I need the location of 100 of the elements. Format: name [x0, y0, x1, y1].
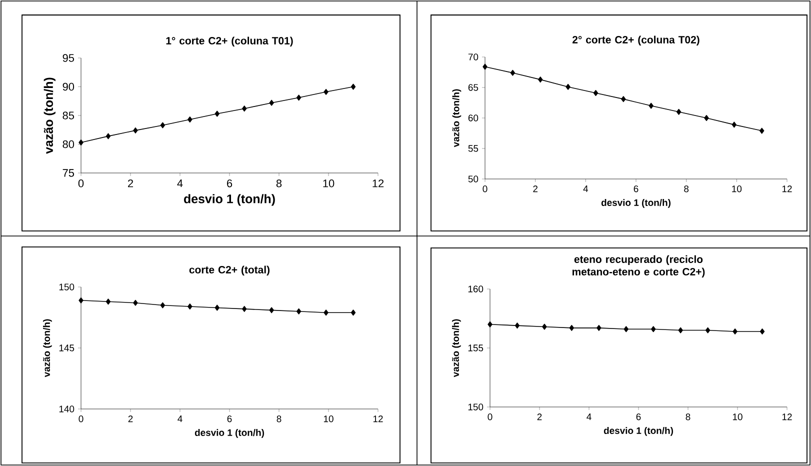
- x-tick-label: 10: [732, 186, 742, 192]
- point: [242, 106, 247, 112]
- point: [269, 307, 274, 314]
- point: [542, 324, 547, 330]
- point: [566, 84, 570, 90]
- chart-title: corte C2+ (total): [189, 266, 270, 276]
- point: [160, 122, 166, 128]
- x-tick-label: 0: [482, 186, 488, 192]
- x-tick-label: 6: [227, 180, 232, 188]
- point: [593, 90, 598, 96]
- y-tick-label: 85: [62, 112, 74, 120]
- point: [296, 308, 302, 314]
- y-tick-label: 90: [62, 82, 74, 91]
- point: [106, 298, 111, 305]
- point: [133, 127, 138, 134]
- x-axis-title: desvio 1 (ton/h): [604, 427, 674, 436]
- x-tick-label: 4: [586, 414, 592, 420]
- y-tick-label: 140: [59, 406, 74, 412]
- point: [482, 64, 488, 70]
- x-tick-label: 10: [324, 416, 334, 422]
- point: [760, 328, 765, 334]
- chart-title: eteno recuperado (reciclo metano-eteno e corte C2+): [572, 255, 705, 278]
- point: [538, 76, 543, 83]
- point: [651, 326, 656, 332]
- point: [676, 108, 682, 115]
- x-tick-label: 8: [684, 186, 689, 192]
- y-tick-label: 150: [468, 404, 484, 410]
- point: [324, 88, 328, 95]
- x-tick-label: 4: [177, 180, 183, 188]
- x-tick-label: 12: [372, 180, 384, 188]
- point: [350, 84, 356, 90]
- point: [621, 96, 626, 102]
- x-tick-label: 6: [634, 186, 638, 192]
- x-tick-label: 0: [78, 416, 84, 422]
- point: [596, 324, 602, 331]
- y-tick-label: 70: [468, 54, 478, 60]
- x-tick-label: 2: [128, 416, 133, 422]
- x-axis-title: desvio 1 (ton/h): [194, 429, 264, 438]
- x-tick-label: 2: [537, 414, 542, 420]
- x-tick-label: 10: [323, 180, 334, 188]
- chart-title: 2° corte C2+ (coluna T02): [572, 36, 700, 46]
- y-axis-title: vazão (ton/h): [452, 89, 462, 148]
- x-tick-label: 8: [276, 180, 282, 188]
- x-tick-label: 4: [178, 416, 182, 422]
- y-tick-label: 160: [468, 286, 484, 292]
- x-tick-label: 0: [78, 180, 84, 188]
- point: [510, 70, 516, 76]
- point: [732, 328, 738, 334]
- x-tick-label: 4: [583, 186, 588, 192]
- point: [705, 327, 710, 334]
- point: [269, 100, 274, 106]
- x-axis-title: desvio 1 (ton/h): [601, 199, 671, 208]
- point: [78, 297, 84, 304]
- y-axis-title: vazão (ton/h): [43, 319, 52, 378]
- y-tick-label: 50: [468, 176, 478, 182]
- point: [624, 326, 628, 332]
- point: [160, 302, 166, 308]
- point: [78, 140, 84, 146]
- point: [188, 116, 192, 123]
- x-tick-label: 8: [276, 416, 282, 422]
- y-tick-label: 155: [468, 344, 484, 352]
- point: [296, 94, 302, 101]
- point: [569, 324, 574, 331]
- x-axis-title: desvio 1 (ton/h): [184, 194, 275, 206]
- y-tick-label: 65: [468, 84, 478, 91]
- y-tick-label: 80: [62, 140, 74, 148]
- y-tick-label: 95: [62, 54, 74, 62]
- point: [759, 128, 764, 134]
- chart-title: 1° corte C2+ (coluna T01): [166, 36, 293, 46]
- point: [106, 133, 111, 140]
- y-tick-label: 150: [59, 284, 74, 290]
- x-tick-label: 6: [636, 414, 641, 420]
- y-axis-title: vazão (ton/h): [44, 78, 56, 154]
- y-axis-title: vazão (ton/h): [452, 319, 461, 378]
- y-tick-label: 145: [59, 344, 74, 352]
- point: [214, 110, 220, 117]
- point: [488, 321, 492, 328]
- x-tick-label: 12: [782, 186, 792, 192]
- y-tick-label: 60: [468, 114, 478, 122]
- point: [133, 300, 138, 306]
- x-tick-label: 2: [128, 180, 134, 188]
- point: [350, 310, 356, 316]
- x-tick-label: 10: [732, 414, 742, 420]
- point: [704, 114, 709, 121]
- point: [324, 310, 328, 316]
- point: [648, 102, 654, 109]
- y-tick-label: 55: [468, 145, 478, 152]
- point: [214, 304, 220, 311]
- point: [514, 322, 520, 329]
- point: [732, 122, 737, 128]
- x-tick-label: 12: [782, 414, 792, 420]
- point: [678, 327, 683, 334]
- x-tick-label: 8: [686, 414, 690, 420]
- x-tick-label: 12: [373, 416, 383, 422]
- x-tick-label: 2: [533, 186, 538, 192]
- point: [242, 306, 247, 312]
- point: [188, 304, 192, 310]
- x-tick-label: 6: [227, 416, 232, 422]
- x-tick-label: 0: [488, 414, 492, 420]
- y-tick-label: 75: [62, 169, 74, 177]
